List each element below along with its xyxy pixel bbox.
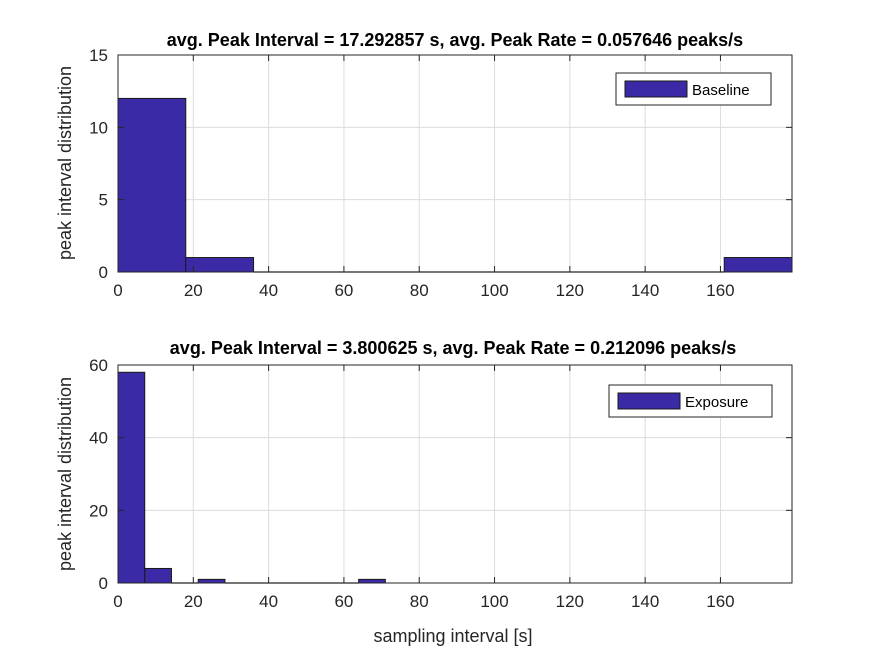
exposure-x-tick-label: 80 xyxy=(410,592,429,611)
exposure-x-tick-label: 100 xyxy=(480,592,508,611)
exposure-x-tick-label: 160 xyxy=(706,592,734,611)
baseline-y-axis-label: peak interval distribution xyxy=(55,66,75,260)
baseline-x-tick-label: 140 xyxy=(631,281,659,300)
exposure-x-ticks: 0 20 40 60 80 100 120 140 160 xyxy=(113,365,735,611)
baseline-x-tick-label: 100 xyxy=(480,281,508,300)
exposure-x-tick-label: 0 xyxy=(113,592,122,611)
baseline-title: avg. Peak Interval = 17.292857 s, avg. P… xyxy=(167,30,743,50)
baseline-histogram-bar xyxy=(723,257,793,273)
exposure-histogram-bar xyxy=(358,578,386,584)
exposure-x-tick-label: 40 xyxy=(259,592,278,611)
baseline-x-tick-label: 0 xyxy=(113,281,122,300)
baseline-histogram-bar xyxy=(117,97,187,273)
exposure-y-tick-label: 0 xyxy=(99,574,108,593)
baseline-histogram-axes: 0 20 40 60 80 100 120 140 160 0 5 10 15 avg. Peak I… xyxy=(55,30,793,300)
exposure-x-tick-label: 120 xyxy=(556,592,584,611)
exposure-y-ticks: 0 20 40 60 xyxy=(89,356,792,593)
baseline-histogram-bar xyxy=(185,257,255,273)
exposure-histogram-axes: 0 20 40 60 80 100 120 140 160 0 20 40 60 avg. Peak … xyxy=(55,338,793,646)
exposure-x-tick-label: 60 xyxy=(334,592,353,611)
baseline-x-tick-label: 120 xyxy=(556,281,584,300)
baseline-y-tick-label: 10 xyxy=(89,118,108,137)
baseline-axes-box xyxy=(117,54,793,273)
exposure-legend-label: Exposure xyxy=(685,394,748,411)
exposure-y-tick-label: 20 xyxy=(89,501,108,520)
baseline-x-tick-label: 80 xyxy=(410,281,429,300)
exposure-x-tick-label: 20 xyxy=(184,592,203,611)
baseline-y-tick-label: 0 xyxy=(99,263,108,282)
baseline-x-tick-label: 20 xyxy=(184,281,203,300)
baseline-x-tick-label: 160 xyxy=(706,281,734,300)
exposure-y-axis-label: peak interval distribution xyxy=(55,377,75,571)
exposure-x-axis-label: sampling interval [s] xyxy=(373,626,532,646)
exposure-legend-swatch xyxy=(617,392,681,410)
baseline-y-tick-label: 15 xyxy=(89,46,108,65)
baseline-bars xyxy=(117,97,793,273)
exposure-x-tick-label: 140 xyxy=(631,592,659,611)
exposure-title: avg. Peak Interval = 3.800625 s, avg. Pe… xyxy=(170,338,736,358)
exposure-histogram-bar xyxy=(117,371,146,584)
baseline-y-ticks: 0 5 10 15 xyxy=(89,46,792,282)
exposure-histogram-bar xyxy=(144,567,172,584)
baseline-x-tick-label: 40 xyxy=(259,281,278,300)
baseline-legend: Baseline xyxy=(615,72,772,106)
baseline-x-tick-label: 60 xyxy=(334,281,353,300)
exposure-axes-box xyxy=(117,364,793,584)
baseline-legend-swatch xyxy=(624,80,688,98)
exposure-histogram-bar xyxy=(197,578,226,584)
exposure-y-tick-label: 60 xyxy=(89,356,108,375)
baseline-legend-label: Baseline xyxy=(692,82,750,99)
baseline-y-tick-label: 5 xyxy=(99,191,108,210)
baseline-x-ticks: 0 20 40 60 80 100 120 140 160 xyxy=(113,55,735,300)
exposure-legend: Exposure xyxy=(608,384,773,418)
exposure-y-tick-label: 40 xyxy=(89,429,108,448)
